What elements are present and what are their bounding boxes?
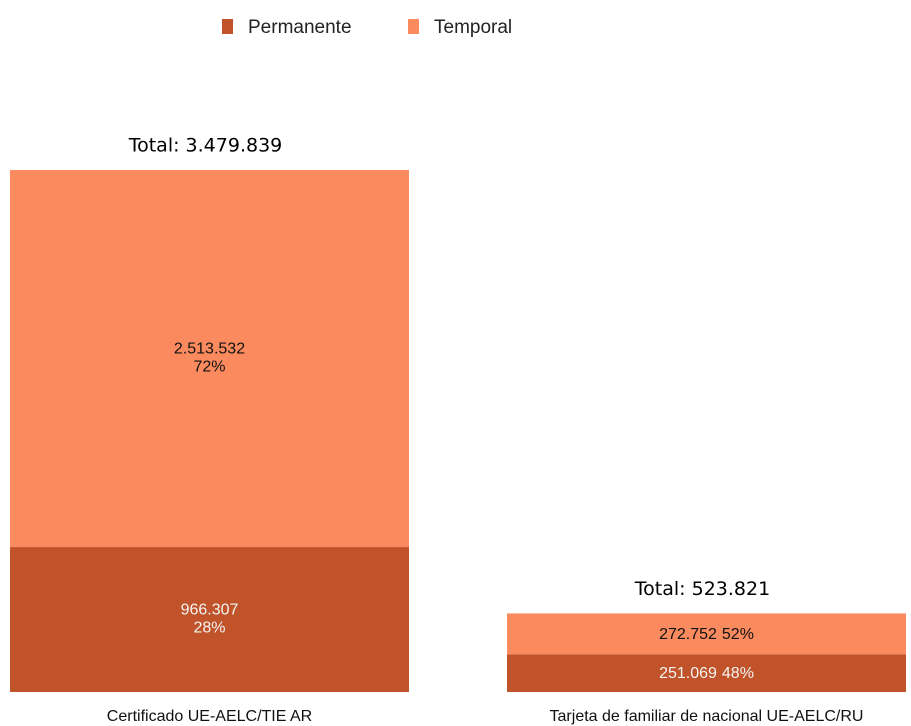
value-label: 966.307 xyxy=(181,602,239,619)
bar-segment xyxy=(507,613,906,655)
legend-swatch xyxy=(408,19,419,34)
value-label: 251.069 xyxy=(659,665,717,682)
percent-label: 52% xyxy=(722,626,754,643)
x-tick-label: Certificado UE-AELC/TIE AR xyxy=(107,708,312,725)
total-label: Total: 3.479.839 xyxy=(128,135,283,157)
bar-segment xyxy=(507,654,906,692)
segment-label: 251.069 48% xyxy=(659,665,754,682)
value-label: 2.513.532 xyxy=(174,341,245,358)
value-label: 272.752 xyxy=(659,626,717,643)
total-label: Total: 523.821 xyxy=(634,578,770,600)
bar-segment xyxy=(10,547,409,692)
bar-segment xyxy=(10,170,409,548)
percent-label: 28% xyxy=(193,620,225,637)
percent-label: 48% xyxy=(722,665,754,682)
percent-label: 72% xyxy=(193,359,225,376)
legend-label: Permanente xyxy=(248,17,352,38)
legend-swatch xyxy=(222,19,233,34)
segment-label: 272.752 52% xyxy=(659,626,754,643)
x-tick-label: Tarjeta de familiar de nacional UE-AELC/… xyxy=(550,708,864,725)
legend-label: Temporal xyxy=(434,17,512,38)
